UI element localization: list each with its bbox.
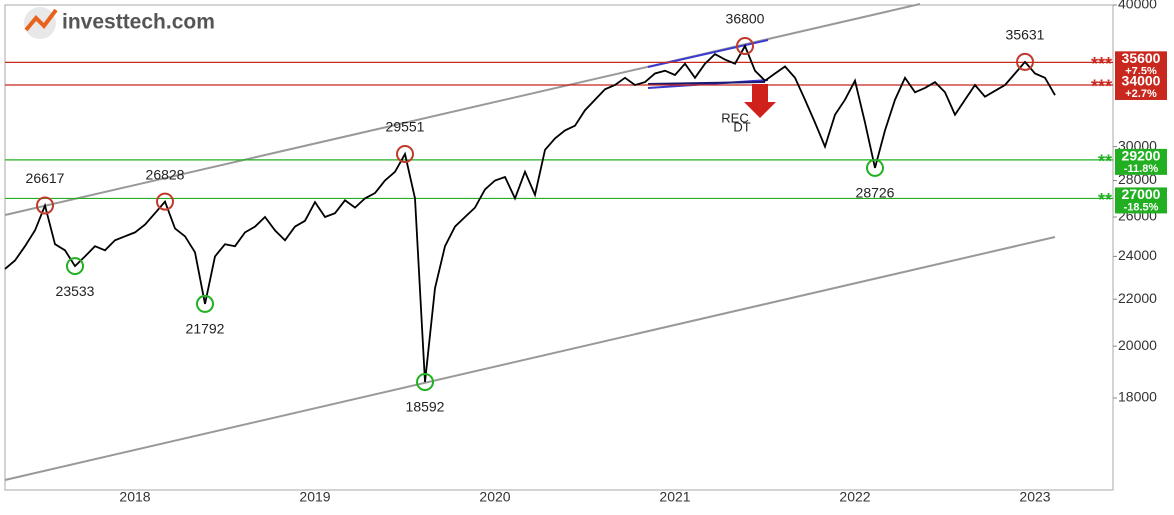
low-marker bbox=[866, 158, 884, 177]
high-marker bbox=[1016, 52, 1034, 71]
high-marker bbox=[396, 144, 414, 163]
pattern-line bbox=[647, 81, 766, 85]
level-stars: *** bbox=[1091, 54, 1112, 74]
logo: investtech.com bbox=[24, 7, 215, 39]
extreme-label: 26828 bbox=[146, 166, 185, 182]
y-tick-label: 40000 bbox=[1118, 0, 1157, 12]
y-tick-label: 18000 bbox=[1118, 389, 1157, 405]
extreme-label: 21792 bbox=[186, 321, 225, 337]
x-tick-label: 2020 bbox=[479, 489, 510, 505]
level-change: -18.5% bbox=[1124, 201, 1159, 213]
extreme-label: 23533 bbox=[56, 283, 95, 299]
logo-icon bbox=[24, 8, 58, 32]
y-tick-label: 22000 bbox=[1118, 290, 1157, 306]
level-value: 27000 bbox=[1122, 186, 1161, 202]
low-marker bbox=[416, 373, 434, 392]
level-value: 34000 bbox=[1122, 73, 1161, 89]
level-stars: ** bbox=[1098, 152, 1112, 172]
x-tick-label: 2023 bbox=[1019, 489, 1050, 505]
sell-arrow bbox=[744, 84, 776, 118]
high-marker bbox=[156, 192, 174, 211]
plot-frame bbox=[4, 4, 1114, 491]
y-tick-label: 24000 bbox=[1118, 247, 1157, 263]
level-box bbox=[1115, 51, 1167, 78]
low-marker bbox=[196, 294, 214, 313]
level-value: 29200 bbox=[1122, 148, 1161, 164]
level-change: -11.8% bbox=[1124, 163, 1158, 175]
extreme-label: 26617 bbox=[26, 170, 65, 186]
x-tick-label: 2019 bbox=[299, 489, 330, 505]
level-box bbox=[1115, 73, 1167, 100]
high-marker bbox=[736, 37, 754, 56]
low-marker bbox=[66, 257, 84, 276]
trend-channel-lower bbox=[4, 236, 1056, 481]
level-value: 35600 bbox=[1122, 50, 1161, 66]
extreme-label: 18592 bbox=[406, 399, 445, 415]
level-box bbox=[1115, 187, 1167, 214]
pattern-label: REC bbox=[721, 110, 748, 125]
high-marker bbox=[36, 196, 54, 215]
y-tick-label: 28000 bbox=[1118, 171, 1157, 187]
x-tick-label: 2022 bbox=[839, 489, 870, 505]
level-change: +2.7% bbox=[1125, 88, 1157, 100]
level-stars: *** bbox=[1091, 77, 1112, 97]
extreme-label: 36800 bbox=[726, 11, 765, 27]
extreme-label: 29551 bbox=[386, 119, 425, 135]
pattern-label: DT bbox=[733, 119, 750, 134]
logo-text: investtech.com bbox=[62, 11, 215, 34]
x-tick-label: 2018 bbox=[119, 489, 150, 505]
extreme-label: 35631 bbox=[1006, 27, 1045, 43]
price-line bbox=[4, 43, 1056, 383]
y-tick-label: 20000 bbox=[1118, 337, 1157, 353]
level-box bbox=[1115, 148, 1167, 175]
level-stars: ** bbox=[1098, 190, 1112, 210]
extreme-label: 28726 bbox=[856, 185, 895, 201]
x-tick-label: 2021 bbox=[659, 489, 690, 505]
